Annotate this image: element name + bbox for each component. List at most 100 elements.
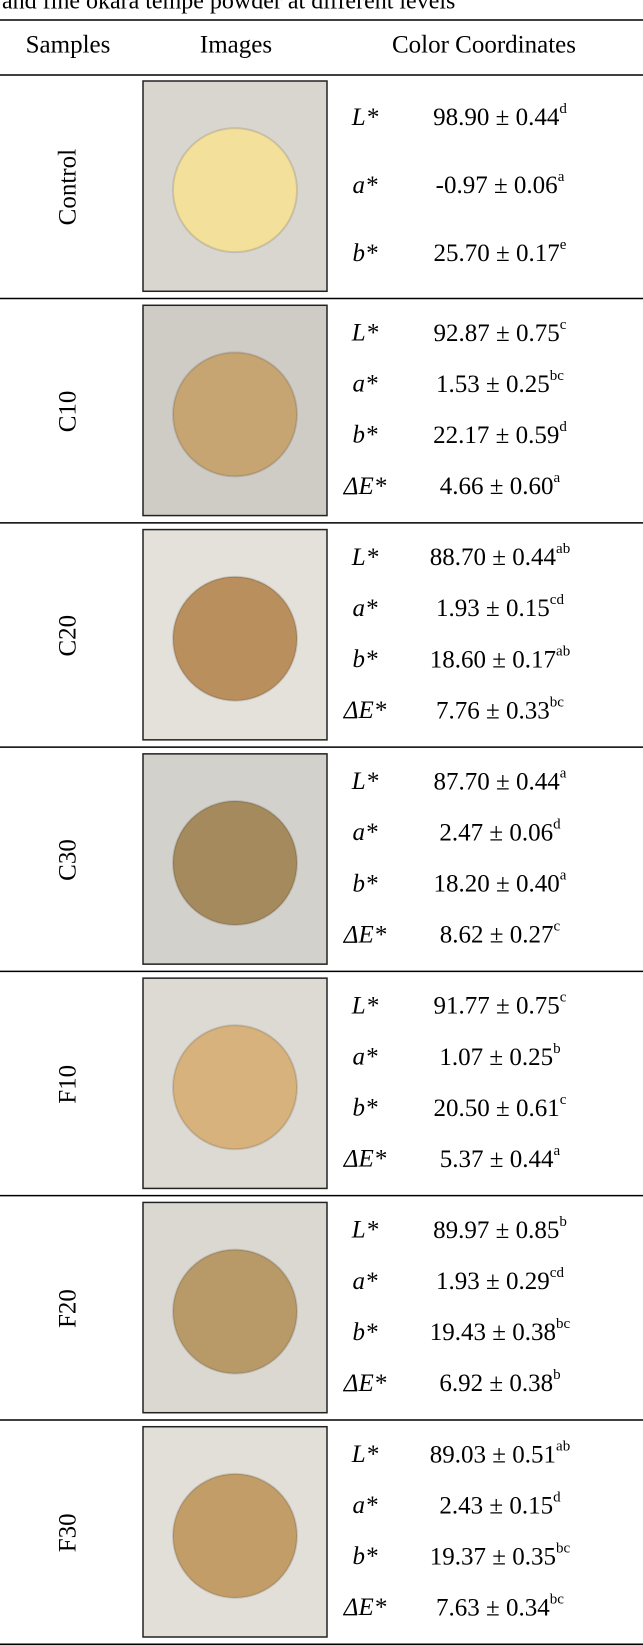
- significance: c: [554, 919, 561, 935]
- caption: and fine okara tempe powder at different…: [2, 0, 455, 15]
- cookie: [173, 352, 297, 476]
- significance: cd: [550, 1265, 565, 1281]
- significance: d: [553, 817, 561, 833]
- coordinate-label: ΔE*: [343, 1370, 387, 1397]
- coordinate-label: a*: [353, 1492, 379, 1519]
- coordinate-value: 8.62 ± 0.27c: [440, 919, 561, 948]
- coordinate-label: a*: [353, 595, 379, 622]
- significance: e: [560, 238, 567, 254]
- significance: cd: [550, 593, 565, 609]
- coordinate-label: L*: [351, 992, 379, 1019]
- coordinate-value: 88.70 ± 0.44ab: [430, 542, 570, 571]
- value: 8.62 ± 0.27: [440, 921, 554, 948]
- coordinate-label: L*: [351, 768, 379, 795]
- cookie: [173, 1250, 297, 1374]
- coordinate-value: 18.60 ± 0.17ab: [430, 644, 570, 673]
- coordinate-label: ΔE*: [343, 921, 387, 948]
- coordinate-label: b*: [353, 646, 379, 673]
- coordinate-value: 19.37 ± 0.35bc: [430, 1541, 571, 1570]
- coordinate-value: 5.37 ± 0.44a: [440, 1143, 561, 1172]
- significance: ab: [556, 542, 570, 558]
- table-page: and fine okara tempe powder at different…: [0, 0, 643, 1645]
- cookie: [173, 1025, 297, 1149]
- coordinate-value: 6.92 ± 0.38b: [439, 1368, 560, 1397]
- coordinate-value: 7.76 ± 0.33bc: [436, 695, 564, 724]
- value: 18.20 ± 0.40: [434, 870, 560, 897]
- value: 87.70 ± 0.44: [434, 768, 561, 795]
- coordinate-value: 1.53 ± 0.25bc: [436, 368, 564, 397]
- coordinate-value: 91.77 ± 0.75c: [434, 990, 567, 1019]
- coordinate-label: a*: [353, 819, 379, 846]
- value: 1.93 ± 0.15: [436, 595, 550, 622]
- significance: d: [553, 1490, 561, 1506]
- value: 1.07 ± 0.25: [439, 1043, 553, 1070]
- coordinate-label: L*: [351, 1441, 379, 1468]
- value: 4.66 ± 0.60: [440, 473, 554, 500]
- coordinate-label: L*: [351, 544, 379, 571]
- coordinate-label: a*: [353, 371, 379, 398]
- significance: a: [560, 868, 567, 884]
- sample-name: F30: [55, 1513, 82, 1552]
- value: 1.53 ± 0.25: [436, 371, 550, 398]
- value: 89.03 ± 0.51: [430, 1441, 556, 1468]
- value: 18.60 ± 0.17: [430, 646, 556, 673]
- significance: a: [558, 170, 565, 186]
- coordinate-label: L*: [351, 320, 379, 347]
- coordinate-label: b*: [353, 870, 379, 897]
- coordinate-value: 25.70 ± 0.17e: [434, 238, 567, 267]
- coordinate-label: L*: [351, 104, 379, 131]
- value: 98.90 ± 0.44: [433, 104, 560, 131]
- significance: c: [560, 990, 567, 1006]
- value: -0.97 ± 0.06: [436, 172, 558, 199]
- sample-name: C30: [55, 839, 82, 881]
- significance: c: [560, 317, 567, 333]
- coordinate-label: b*: [353, 240, 379, 267]
- coordinate-value: 1.93 ± 0.29cd: [436, 1265, 564, 1294]
- sample-name: F20: [55, 1289, 82, 1328]
- coordinate-label: b*: [353, 422, 379, 449]
- significance: bc: [556, 1317, 571, 1333]
- value: 25.70 ± 0.17: [434, 240, 560, 267]
- coordinate-label: a*: [353, 1268, 379, 1295]
- significance: b: [559, 1214, 567, 1230]
- value: 2.43 ± 0.15: [439, 1492, 553, 1519]
- coordinate-label: ΔE*: [343, 697, 387, 724]
- coordinate-value: 22.17 ± 0.59d: [433, 419, 567, 448]
- sample-name: C20: [55, 615, 82, 657]
- coordinate-value: 1.07 ± 0.25b: [439, 1041, 560, 1070]
- significance: b: [553, 1368, 561, 1384]
- significance: a: [554, 1143, 561, 1159]
- coordinate-value: 4.66 ± 0.60a: [440, 470, 561, 499]
- value: 2.47 ± 0.06: [439, 819, 553, 846]
- header-cell: Color Coordinates: [392, 32, 576, 59]
- value: 5.37 ± 0.44: [440, 1146, 554, 1173]
- coordinate-label: b*: [353, 1319, 379, 1346]
- coordinate-label: b*: [353, 1095, 379, 1122]
- value: 19.43 ± 0.38: [430, 1319, 556, 1346]
- value: 19.37 ± 0.35: [430, 1543, 556, 1570]
- coordinate-value: -0.97 ± 0.06a: [436, 170, 565, 199]
- value: 88.70 ± 0.44: [430, 544, 557, 571]
- coordinate-value: 98.90 ± 0.44d: [433, 101, 567, 130]
- coordinate-value: 7.63 ± 0.34bc: [436, 1592, 564, 1621]
- significance: a: [554, 470, 561, 486]
- significance: bc: [550, 368, 565, 384]
- coordinate-value: 89.97 ± 0.85b: [433, 1214, 567, 1243]
- significance: bc: [556, 1541, 571, 1557]
- cookie: [173, 577, 297, 701]
- coordinate-label: a*: [353, 1043, 379, 1070]
- significance: c: [560, 1092, 567, 1108]
- significance: b: [553, 1041, 561, 1057]
- value: 92.87 ± 0.75: [434, 320, 560, 347]
- value: 22.17 ± 0.59: [433, 422, 559, 449]
- coordinate-label: a*: [353, 172, 379, 199]
- coordinate-label: L*: [351, 1217, 379, 1244]
- value: 7.76 ± 0.33: [436, 697, 550, 724]
- coordinate-value: 1.93 ± 0.15cd: [436, 593, 564, 622]
- significance: a: [560, 766, 567, 782]
- coordinate-value: 18.20 ± 0.40a: [434, 868, 567, 897]
- coordinate-label: ΔE*: [343, 473, 387, 500]
- coordinate-value: 89.03 ± 0.51ab: [430, 1439, 570, 1468]
- value: 20.50 ± 0.61: [434, 1095, 560, 1122]
- coordinate-value: 19.43 ± 0.38bc: [430, 1317, 571, 1346]
